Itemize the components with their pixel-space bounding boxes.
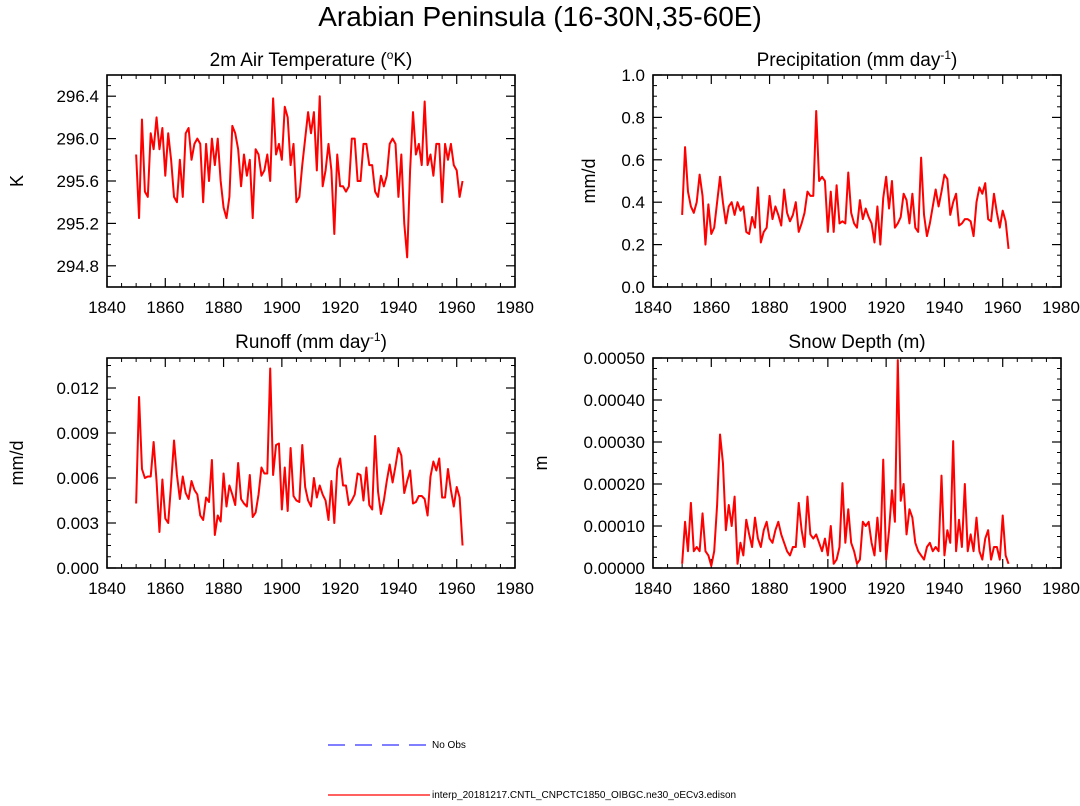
x-tick-label: 1920: [867, 298, 905, 317]
y-tick-label: 295.6: [56, 172, 99, 191]
series-line: [135, 95, 464, 259]
legend-swatch-dashed: [328, 744, 430, 746]
panel-2: Runoff (mm day-1) mm/d 1840 1860 1880 1900 192…: [7, 330, 534, 598]
x-tick-label: 1840: [634, 579, 672, 598]
y-tick-label: 296.0: [56, 130, 99, 149]
legend-entry-no-obs: No Obs: [0, 736, 1080, 756]
plot-frame: [106, 357, 516, 569]
x-tick-label: 1840: [634, 298, 672, 317]
series-line: [681, 359, 1010, 567]
y-tick-label: 0.012: [56, 379, 99, 398]
x-tick-label: 1980: [1042, 298, 1080, 317]
legend-label-no-obs: No Obs: [432, 740, 466, 751]
x-tick-label: 1980: [496, 298, 534, 317]
y-tick-label: 0.6: [621, 151, 645, 170]
x-tick-label: 1940: [380, 298, 418, 317]
y-axis-label: m: [531, 456, 551, 471]
panel-title: Runoff (mm day-1): [235, 330, 387, 353]
y-tick-label: 1.0: [621, 66, 645, 85]
x-tick-label: 1880: [751, 579, 789, 598]
panel-title: Precipitation (mm day-1): [757, 48, 958, 71]
y-tick-label: 0.00020: [584, 475, 645, 494]
plot-frame: [652, 74, 1062, 288]
panel-0: 2m Air Temperature (oK) K 1840 1860 1880 1900…: [7, 48, 534, 317]
x-tick-label: 1960: [984, 579, 1022, 598]
x-tick-label: 1880: [751, 298, 789, 317]
panel-title: 2m Air Temperature (oK): [210, 48, 413, 71]
x-tick-label: 1900: [263, 298, 301, 317]
y-tick-label: 0.00010: [584, 517, 645, 536]
x-tick-label: 1840: [88, 298, 126, 317]
x-tick-label: 1940: [926, 579, 964, 598]
x-tick-label: 1900: [809, 298, 847, 317]
x-tick-label: 1900: [263, 579, 301, 598]
panel-1: Precipitation (mm day-1) mm/d 1840 1860 1880…: [579, 48, 1080, 317]
x-tick-label: 1940: [926, 298, 964, 317]
y-tick-label: 296.4: [56, 87, 99, 106]
x-tick-label: 1860: [146, 298, 184, 317]
y-tick-label: 0.00050: [584, 349, 645, 368]
y-tick-label: 0.00000: [584, 559, 645, 578]
x-tick-label: 1960: [984, 298, 1022, 317]
x-tick-label: 1880: [205, 298, 243, 317]
x-tick-label: 1960: [438, 579, 476, 598]
x-tick-label: 1860: [692, 579, 730, 598]
panel-title: Snow Depth (m): [788, 332, 925, 353]
y-tick-label: 0.00030: [584, 433, 645, 452]
y-axis-label: mm/d: [7, 441, 27, 486]
legend-entry-model-run: interp_20181217.CNTL_CNPCTC1850_OIBGC.ne…: [0, 786, 1080, 806]
y-axis-label: K: [7, 175, 27, 187]
y-axis-label: mm/d: [579, 159, 599, 204]
series-line: [135, 367, 464, 546]
y-tick-label: 0.2: [621, 236, 645, 255]
x-tick-label: 1980: [496, 579, 534, 598]
x-tick-label: 1840: [88, 579, 126, 598]
x-tick-label: 1900: [809, 579, 847, 598]
y-tick-label: 0.009: [56, 424, 99, 443]
y-tick-label: 0.003: [56, 514, 99, 533]
x-tick-label: 1940: [380, 579, 418, 598]
x-tick-label: 1980: [1042, 579, 1080, 598]
x-tick-label: 1860: [146, 579, 184, 598]
x-tick-label: 1920: [321, 579, 359, 598]
y-tick-label: 0.000: [56, 559, 99, 578]
y-tick-label: 295.2: [56, 214, 99, 233]
x-tick-label: 1880: [205, 579, 243, 598]
y-tick-label: 0.4: [621, 193, 645, 212]
panel-3: Snow Depth (m) m 1840 1860 1880 1900 1920 1940 1…: [531, 332, 1080, 598]
y-tick-label: 0.8: [621, 108, 645, 127]
legend-label-model-run: interp_20181217.CNTL_CNPCTC1850_OIBGC.ne…: [432, 790, 737, 801]
y-tick-label: 0.0: [621, 278, 645, 297]
figure-title: Arabian Peninsula (16-30N,35-60E): [318, 1, 762, 32]
x-tick-label: 1920: [321, 298, 359, 317]
series-line: [681, 110, 1010, 249]
legend-swatch-solid: [328, 794, 430, 796]
y-tick-label: 294.8: [56, 257, 99, 276]
x-tick-label: 1960: [438, 298, 476, 317]
y-tick-label: 0.00040: [584, 391, 645, 410]
x-tick-label: 1920: [867, 579, 905, 598]
y-tick-label: 0.006: [56, 469, 99, 488]
plot-frame: [106, 74, 516, 288]
x-tick-label: 1860: [692, 298, 730, 317]
